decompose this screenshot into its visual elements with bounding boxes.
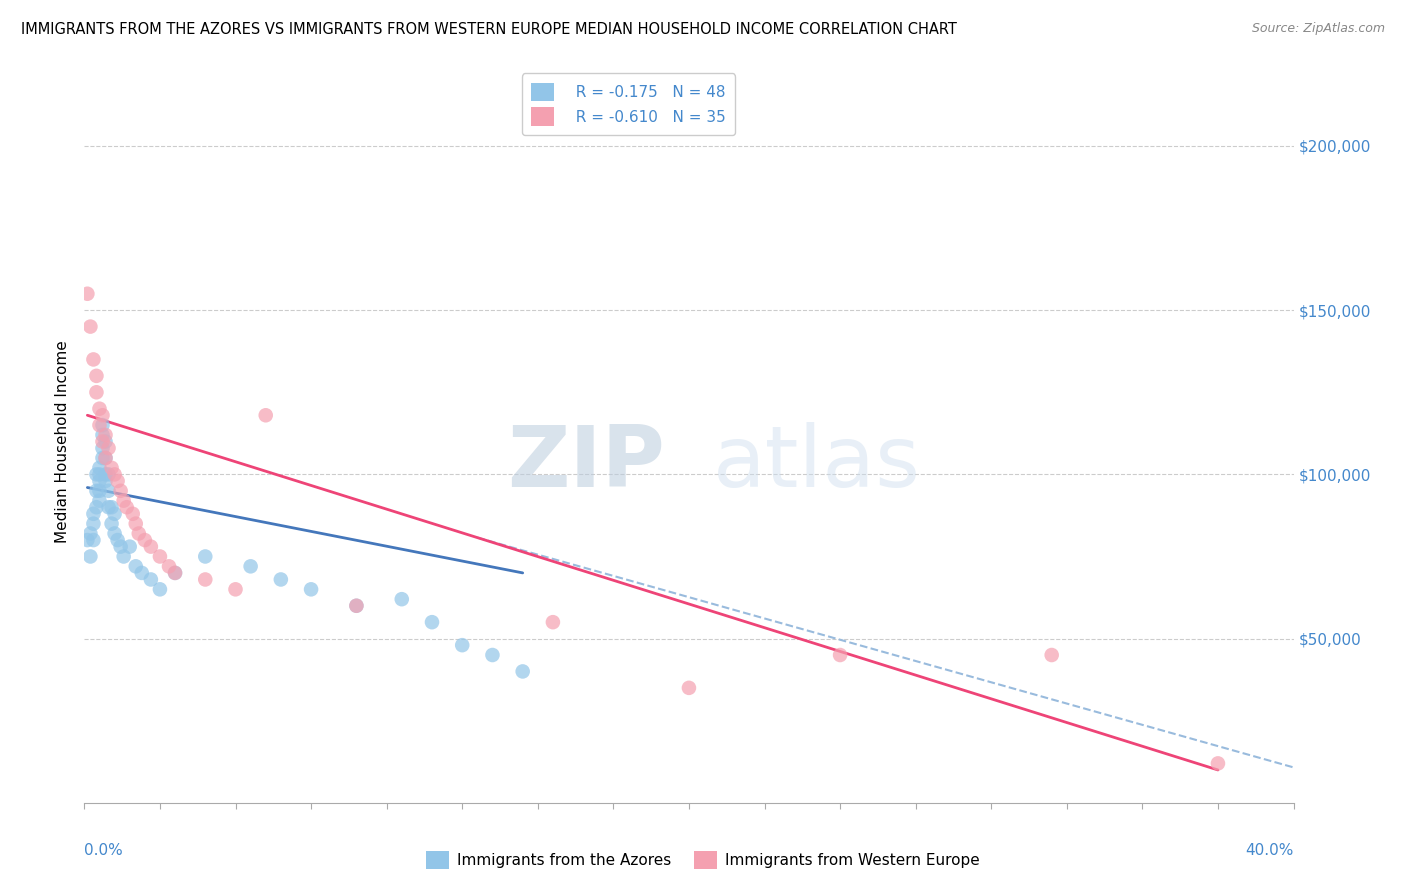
Point xyxy=(89,460,111,475)
Point xyxy=(91,434,114,449)
Point xyxy=(121,507,143,521)
Point xyxy=(89,467,111,482)
Point xyxy=(94,467,117,482)
Point xyxy=(89,493,111,508)
Point xyxy=(82,507,104,521)
Point xyxy=(112,493,135,508)
Point xyxy=(118,540,141,554)
Point xyxy=(512,665,534,679)
Point xyxy=(225,582,247,597)
Text: atlas: atlas xyxy=(713,422,921,505)
Point xyxy=(89,474,111,488)
Point xyxy=(89,483,111,498)
Point xyxy=(112,549,135,564)
Point xyxy=(94,450,117,465)
Point xyxy=(82,533,104,547)
Point xyxy=(94,434,117,449)
Point xyxy=(104,526,127,541)
Point xyxy=(678,681,700,695)
Point xyxy=(115,500,138,515)
Point xyxy=(89,418,111,433)
Point xyxy=(110,483,132,498)
Point xyxy=(76,286,98,301)
Point xyxy=(194,549,217,564)
Point xyxy=(104,507,127,521)
Point xyxy=(131,566,153,580)
Point xyxy=(391,592,413,607)
Point xyxy=(82,516,104,531)
Point xyxy=(128,526,150,541)
Point xyxy=(346,599,368,613)
Point xyxy=(86,500,108,515)
Point xyxy=(97,500,120,515)
Point xyxy=(79,549,101,564)
Point xyxy=(79,319,101,334)
Point xyxy=(139,573,162,587)
Point xyxy=(91,450,114,465)
Point xyxy=(89,401,111,416)
Point xyxy=(830,648,852,662)
Point xyxy=(541,615,564,630)
Point xyxy=(79,526,101,541)
Text: 0.0%: 0.0% xyxy=(84,843,124,857)
Point xyxy=(94,474,117,488)
Point xyxy=(107,474,129,488)
Text: Source: ZipAtlas.com: Source: ZipAtlas.com xyxy=(1251,22,1385,36)
Text: ZIP: ZIP xyxy=(508,422,665,505)
Point xyxy=(481,648,503,662)
Point xyxy=(94,428,117,442)
Point xyxy=(451,638,474,652)
Point xyxy=(157,559,180,574)
Point xyxy=(110,540,132,554)
Point xyxy=(91,409,114,423)
Point xyxy=(91,428,114,442)
Point xyxy=(91,418,114,433)
Point xyxy=(100,460,122,475)
Point xyxy=(239,559,262,574)
Point xyxy=(149,549,172,564)
Point xyxy=(97,441,120,455)
Point xyxy=(420,615,443,630)
Point xyxy=(100,516,122,531)
Text: 40.0%: 40.0% xyxy=(1246,843,1294,857)
Point xyxy=(194,573,217,587)
Point xyxy=(346,599,368,613)
Point xyxy=(165,566,187,580)
Legend: Immigrants from the Azores, Immigrants from Western Europe: Immigrants from the Azores, Immigrants f… xyxy=(420,845,986,875)
Point xyxy=(1040,648,1063,662)
Point xyxy=(86,483,108,498)
Y-axis label: Median Household Income: Median Household Income xyxy=(55,340,70,543)
Point xyxy=(82,352,104,367)
Point xyxy=(125,559,148,574)
Point xyxy=(86,467,108,482)
Point xyxy=(107,533,129,547)
Point xyxy=(100,500,122,515)
Point xyxy=(86,368,108,383)
Point xyxy=(1206,756,1229,771)
Point xyxy=(104,467,127,482)
Point xyxy=(134,533,156,547)
Point xyxy=(97,483,120,498)
Point xyxy=(149,582,172,597)
Point xyxy=(94,450,117,465)
Point xyxy=(125,516,148,531)
Text: IMMIGRANTS FROM THE AZORES VS IMMIGRANTS FROM WESTERN EUROPE MEDIAN HOUSEHOLD IN: IMMIGRANTS FROM THE AZORES VS IMMIGRANTS… xyxy=(21,22,957,37)
Point xyxy=(139,540,162,554)
Point xyxy=(270,573,292,587)
Point xyxy=(76,533,98,547)
Point xyxy=(91,441,114,455)
Point xyxy=(254,409,277,423)
Legend:   R = -0.175   N = 48,   R = -0.610   N = 35: R = -0.175 N = 48, R = -0.610 N = 35 xyxy=(522,73,735,136)
Point xyxy=(165,566,187,580)
Point xyxy=(299,582,322,597)
Point xyxy=(86,385,108,400)
Point xyxy=(97,467,120,482)
